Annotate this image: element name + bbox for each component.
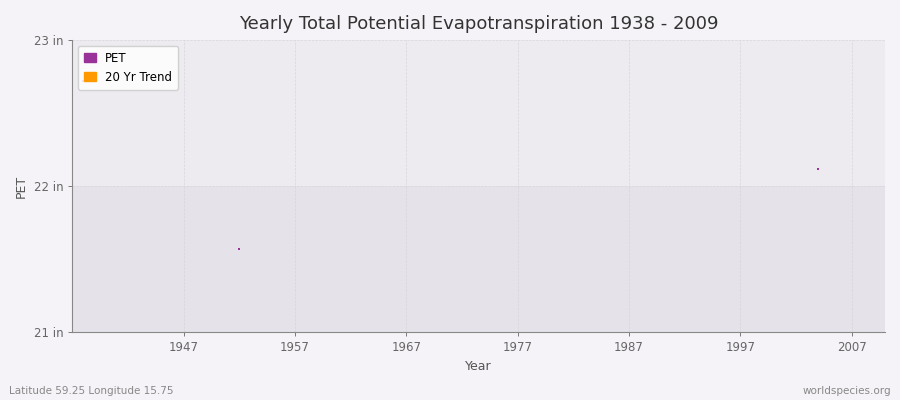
Point xyxy=(232,246,247,252)
Title: Yearly Total Potential Evapotranspiration 1938 - 2009: Yearly Total Potential Evapotranspiratio… xyxy=(238,15,718,33)
Y-axis label: PET: PET xyxy=(15,175,28,198)
Text: worldspecies.org: worldspecies.org xyxy=(803,386,891,396)
Bar xyxy=(72,186,885,332)
Point xyxy=(76,78,91,84)
Bar xyxy=(72,40,885,186)
Text: Latitude 59.25 Longitude 15.75: Latitude 59.25 Longitude 15.75 xyxy=(9,386,174,396)
Legend: PET, 20 Yr Trend: PET, 20 Yr Trend xyxy=(78,46,178,90)
X-axis label: Year: Year xyxy=(465,360,492,373)
Point xyxy=(811,166,825,172)
